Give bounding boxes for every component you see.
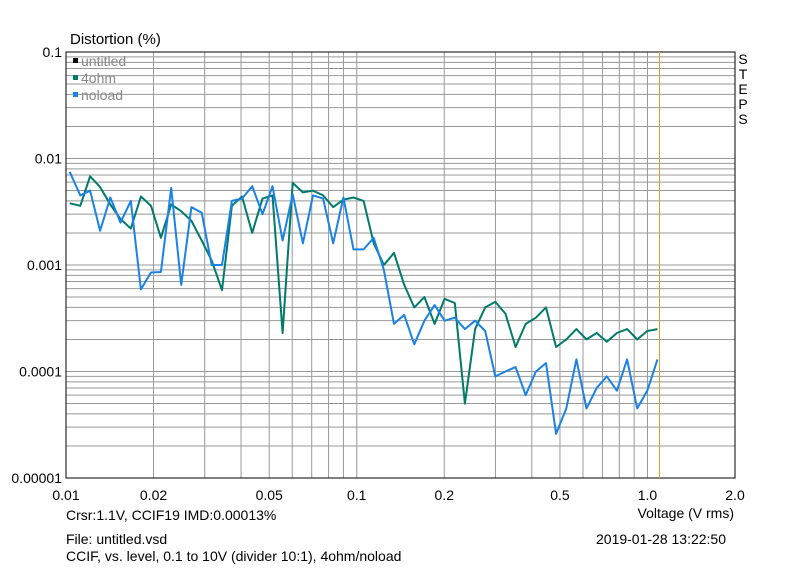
legend-swatch-untitled: [73, 58, 78, 63]
x-tick-label: 0.2: [435, 487, 455, 503]
y-tick-label: 0.0001: [19, 364, 62, 380]
grid: [66, 52, 735, 478]
steps-letter: S: [738, 111, 748, 127]
series-layer: [68, 171, 659, 435]
legend-swatch-4ohm: [73, 75, 78, 80]
x-axis-title: Voltage (V rms): [638, 505, 734, 521]
plot-frame: [65, 51, 736, 479]
legend-label-untitled: untitled: [81, 53, 126, 69]
tick-labels: 0.01 0.02 0.05 0.1 0.2 0.5 1.0 2.0 0.1 0.01 0.001 0…: [11, 44, 745, 503]
series-line-4ohm: [69, 175, 658, 405]
y-tick-label: 0.01: [35, 151, 62, 167]
x-tick-label: 0.02: [140, 487, 167, 503]
y-tick-label: 0.1: [43, 44, 63, 60]
legend-label-4ohm: 4ohm: [81, 70, 116, 86]
x-tick-label: 2.0: [725, 487, 745, 503]
file-name: File: untitled.vsd: [66, 531, 168, 547]
x-tick-label: 0.1: [347, 487, 367, 503]
legend-swatch-noload: [73, 92, 78, 97]
test-description: CCIF, vs. level, 0.1 to 10V (divider 10:…: [66, 548, 402, 564]
x-tick-label: 1.0: [638, 487, 658, 503]
steps-letter: S: [738, 51, 748, 67]
y-axis-title: Distortion (%): [70, 31, 161, 48]
steps-letter: P: [738, 96, 748, 112]
timestamp: 2019-01-28 13:22:50: [596, 531, 726, 547]
x-tick-label: 0.01: [52, 487, 79, 503]
y-tick-label: 0.00001: [11, 470, 62, 486]
y-tick-label: 0.001: [27, 257, 62, 273]
cursor-readout: Crsr:1.1V, CCIF19 IMD:0.00013%: [66, 507, 277, 523]
steps-letter: T: [738, 66, 748, 82]
x-tick-label: 0.5: [550, 487, 570, 503]
legend-label-noload: noload: [81, 87, 123, 103]
series-line-noload: [68, 171, 659, 435]
steps-letter: E: [738, 81, 748, 97]
x-tick-label: 0.05: [256, 487, 283, 503]
